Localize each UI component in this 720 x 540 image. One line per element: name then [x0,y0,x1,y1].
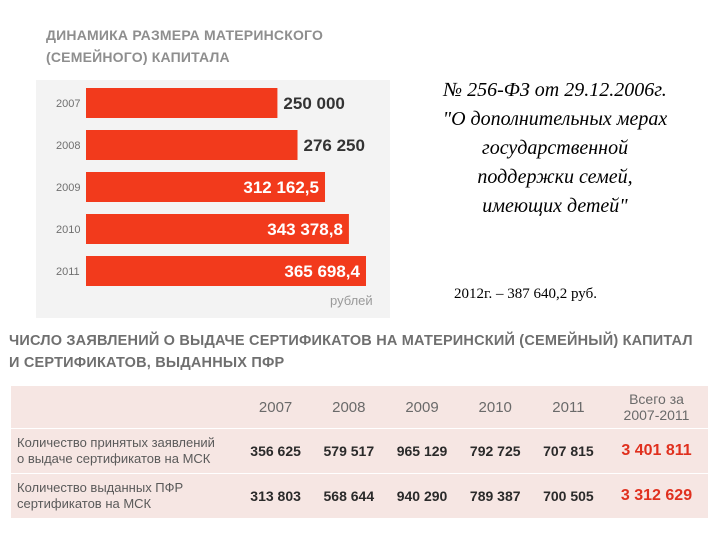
table-cell: 789 387 [458,473,532,518]
law-line: государственной [481,137,629,159]
data-label: 343 378,8 [267,220,343,239]
data-label: 312 162,5 [243,178,319,197]
chart-title-line-1: ДИНАМИКА РАЗМЕРА МАТЕРИНСКОГО [46,27,324,43]
table-header-year: 2010 [478,398,512,416]
table-row: Количество принятых заявлений о выдаче с… [11,427,708,474]
row-label-line-2: о выдаче сертификатов на МСК [17,451,211,467]
table-cell: 313 803 [239,473,313,518]
row-label: Количество принятых заявлений о выдаче с… [11,427,239,474]
unit-label: рублей [330,293,373,308]
table-cell: 568 644 [312,473,386,518]
row-label-line-1: Количество выданных ПФР [17,480,184,496]
table-cell: 792 725 [458,427,532,474]
law-line: "О дополнительных мерах [442,108,668,130]
table-title: ЧИСЛО ЗАЯВЛЕНИЙ О ВЫДАЧЕ СЕРТИФИКАТОВ НА… [9,330,709,374]
data-label: 365 698,4 [284,262,360,281]
table-header-year: 2009 [405,398,439,416]
table-header-row: 2007 2008 2009 2010 2011 Всего за 2007-2… [11,386,708,429]
table-cell: 700 505 [531,473,606,518]
category-label: 2009 [56,182,80,194]
table-cell: 707 815 [531,427,606,474]
table-cell: 579 517 [312,427,386,474]
law-line: поддержки семей, [477,166,633,188]
table-title-line-1: ЧИСЛО ЗАЯВЛЕНИЙ О ВЫДАЧЕ СЕРТИФИКАТОВ НА… [9,333,693,349]
table-header-empty [11,386,239,429]
category-label: 2008 [56,140,80,152]
row-label-line-2: сертификатов на МСК [17,496,152,512]
table-header-year: 2008 [332,398,366,416]
bar [86,214,349,244]
total-header-line-2: 2007-2011 [623,407,690,423]
table-cell: 940 290 [385,473,459,518]
bar [86,172,326,202]
table-row: Количество выданных ПФР сертификатов на … [11,473,708,518]
row-label-line-1: Количество принятых заявлений [17,435,215,451]
law-line: имеющих детей" [482,195,628,217]
law-reference: № 256-ФЗ от 29.12.2006г. "О дополнительн… [400,76,710,221]
row-label: Количество выданных ПФР сертификатов на … [11,473,239,518]
chart-title: ДИНАМИКА РАЗМЕРА МАТЕРИНСКОГО (СЕМЕЙНОГО… [46,24,346,68]
bar-chart: 2007 250 000 2008 276 250 2009 312 162,5 2010 3… [56,88,373,308]
table-cell: 965 129 [385,427,459,474]
total-header-line-1: Всего за [629,391,684,407]
table-header-year: 2007 [258,398,293,416]
bar [86,130,298,160]
certificates-table: 2007 2008 2009 2010 2011 Всего за 2007-2… [11,386,708,518]
chart-title-line-2: (СЕМЕЙНОГО) КАПИТАЛА [46,49,230,65]
data-label: 250 000 [283,94,344,113]
category-label: 2011 [56,266,80,278]
table-header-total: Всего за 2007-2011 [605,386,708,429]
table-cell: 356 625 [239,427,313,474]
bar [86,256,366,286]
table-cell-total: 3 312 629 [605,473,708,518]
category-label: 2007 [56,98,80,110]
table-cell-total: 3 401 811 [605,427,708,474]
table-header-year: 2011 [552,398,585,416]
capital-2012-value: 2012г. – 387 640,2 руб. [454,286,597,302]
bar [86,88,278,118]
table-title-line-2: И СЕРТИФИКАТОВ, ВЫДАННЫХ ПФР [9,355,285,371]
category-label: 2010 [56,224,80,236]
law-line: № 256-ФЗ от 29.12.2006г. [443,79,667,101]
data-label: 276 250 [304,136,365,155]
